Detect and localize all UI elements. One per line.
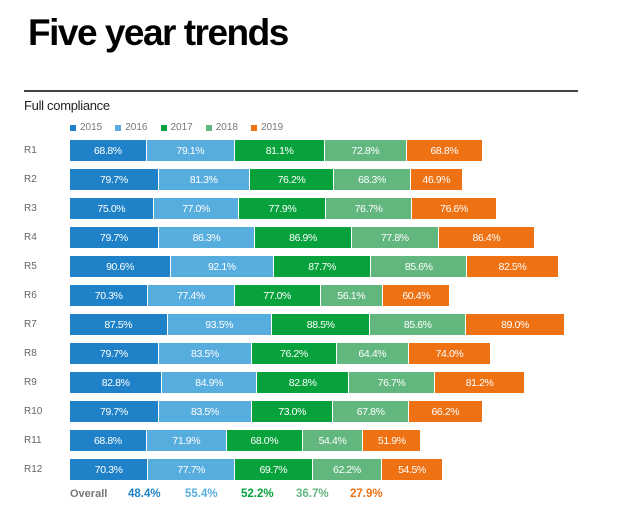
chart-legend: 2015 2016 2017 2018 2019 bbox=[70, 122, 296, 133]
bar-segment-R7-2015: 87.5% bbox=[70, 314, 168, 335]
bar-segment-R12-2017: 69.7% bbox=[235, 459, 313, 480]
page-title: Five year trends bbox=[28, 12, 289, 53]
bar-segment-R6-2017: 77.0% bbox=[234, 285, 321, 306]
overall-value-2016: 55.4% bbox=[185, 488, 218, 500]
row-label: R5 bbox=[24, 261, 37, 272]
bar-segment-R1-2016: 79.1% bbox=[146, 140, 235, 161]
bar-segment-R2-2017: 76.2% bbox=[249, 169, 335, 190]
row-label: R3 bbox=[24, 203, 37, 214]
bar-segment-R8-2017: 76.2% bbox=[251, 343, 337, 364]
overall-label: Overall bbox=[70, 488, 108, 500]
bar-segment-R2-2019: 46.9% bbox=[410, 169, 463, 190]
legend-label: 2016 bbox=[125, 122, 148, 133]
bar-segment-R3-2015: 75.0% bbox=[70, 198, 154, 219]
bar-segment-R11-2017: 68.0% bbox=[226, 430, 303, 451]
bar-segment-R5-2019: 82.5% bbox=[466, 256, 559, 277]
legend-label: 2017 bbox=[170, 122, 193, 133]
legend-swatch bbox=[160, 124, 167, 131]
row-label: R10 bbox=[24, 406, 43, 417]
bar-segment-R7-2019: 89.0% bbox=[465, 314, 566, 335]
legend-swatch bbox=[115, 124, 122, 131]
bar-segment-R12-2016: 77.7% bbox=[148, 459, 235, 480]
bar-segment-R1-2019: 68.8% bbox=[406, 140, 484, 161]
legend-item-2019: 2019 bbox=[251, 122, 283, 133]
bar-segment-R7-2017: 88.5% bbox=[271, 314, 371, 335]
row-label: R1 bbox=[24, 145, 37, 156]
bar-segment-R3-2016: 77.0% bbox=[153, 198, 240, 219]
legend-swatch bbox=[205, 124, 212, 131]
legend-swatch bbox=[70, 124, 76, 131]
bar-segment-R2-2016: 81.3% bbox=[158, 169, 250, 190]
title-divider bbox=[24, 90, 578, 92]
bar-segment-R1-2018: 72.8% bbox=[325, 140, 407, 161]
legend-swatch bbox=[251, 124, 257, 131]
bar-segment-R10-2017: 73.0% bbox=[251, 401, 334, 422]
bar-segment-R9-2015: 82.8% bbox=[70, 372, 163, 393]
row-label: R11 bbox=[24, 435, 42, 446]
bar-segment-R3-2019: 76.6% bbox=[411, 198, 498, 219]
row-label: R2 bbox=[24, 174, 37, 185]
bar-segment-R7-2018: 85.6% bbox=[370, 314, 466, 335]
bar-segment-R4-2019: 86.4% bbox=[438, 227, 536, 248]
bar-segment-R10-2015: 79.7% bbox=[70, 401, 159, 422]
bar-segment-R4-2016: 86.3% bbox=[158, 227, 256, 248]
bar-segment-R3-2017: 77.9% bbox=[239, 198, 327, 219]
bar-segment-R11-2018: 54.4% bbox=[302, 430, 364, 451]
bar-segment-R12-2018: 62.2% bbox=[312, 459, 383, 480]
overall-value-2017: 52.2% bbox=[241, 488, 274, 500]
legend-item-2018: 2018 bbox=[205, 122, 238, 133]
legend-item-2017: 2017 bbox=[160, 122, 193, 133]
bar-segment-R5-2018: 85.6% bbox=[371, 256, 467, 277]
bar-segment-R8-2016: 83.5% bbox=[158, 343, 252, 364]
overall-value-2015: 48.4% bbox=[128, 488, 161, 500]
bar-segment-R10-2018: 67.8% bbox=[333, 401, 409, 422]
legend-item-2015: 2015 bbox=[70, 122, 102, 133]
legend-label: 2018 bbox=[215, 122, 238, 133]
bar-segment-R1-2015: 68.8% bbox=[70, 140, 147, 161]
bar-segment-R9-2019: 81.2% bbox=[434, 372, 526, 393]
bar-segment-R2-2018: 68.3% bbox=[334, 169, 411, 190]
legend-label: 2019 bbox=[261, 122, 284, 133]
row-label: R6 bbox=[24, 290, 37, 301]
bar-segment-R9-2016: 84.9% bbox=[162, 372, 257, 393]
row-label: R12 bbox=[24, 464, 43, 475]
bar-segment-R4-2017: 86.9% bbox=[255, 227, 352, 248]
bar-segment-R12-2019: 54.5% bbox=[382, 459, 443, 480]
bar-segment-R7-2016: 93.5% bbox=[167, 314, 272, 335]
bar-segment-R6-2016: 77.4% bbox=[148, 285, 235, 306]
bar-segment-R8-2015: 79.7% bbox=[70, 343, 159, 364]
bar-segment-R9-2017: 82.8% bbox=[256, 372, 350, 393]
bar-segment-R2-2015: 79.7% bbox=[70, 169, 159, 190]
bar-segment-R8-2018: 64.4% bbox=[336, 343, 409, 364]
row-label: R4 bbox=[24, 232, 37, 243]
overall-value-2019: 27.9% bbox=[350, 488, 383, 500]
bar-segment-R4-2015: 79.7% bbox=[70, 227, 159, 248]
overall-value-2018: 36.7% bbox=[296, 488, 329, 500]
bar-segment-R3-2018: 76.7% bbox=[326, 198, 412, 219]
bar-segment-R4-2018: 77.8% bbox=[351, 227, 439, 248]
bar-segment-R10-2019: 66.2% bbox=[408, 401, 483, 422]
chart-subtitle: Full compliance bbox=[24, 98, 110, 113]
bar-segment-R5-2016: 92.1% bbox=[171, 256, 274, 277]
row-label: R8 bbox=[24, 348, 37, 359]
bar-segment-R12-2015: 70.3% bbox=[70, 459, 149, 480]
bar-segment-R9-2018: 76.7% bbox=[349, 372, 435, 393]
bar-segment-R5-2015: 90.6% bbox=[70, 256, 172, 277]
bar-segment-R10-2016: 83.5% bbox=[158, 401, 252, 422]
bar-segment-R5-2017: 87.7% bbox=[273, 256, 372, 277]
bar-segment-R6-2019: 60.4% bbox=[383, 285, 451, 306]
legend-label: 2015 bbox=[80, 122, 103, 133]
legend-item-2016: 2016 bbox=[115, 122, 148, 133]
row-label: R7 bbox=[24, 319, 37, 330]
bar-segment-R8-2019: 74.0% bbox=[408, 343, 492, 364]
bar-segment-R6-2015: 70.3% bbox=[70, 285, 149, 306]
bar-segment-R11-2016: 71.9% bbox=[146, 430, 227, 451]
bar-segment-R1-2017: 81.1% bbox=[234, 140, 326, 161]
bar-segment-R11-2019: 51.9% bbox=[363, 430, 422, 451]
row-label: R9 bbox=[24, 377, 37, 388]
bar-segment-R11-2015: 68.8% bbox=[70, 430, 147, 451]
bar-segment-R6-2018: 56.1% bbox=[320, 285, 384, 306]
